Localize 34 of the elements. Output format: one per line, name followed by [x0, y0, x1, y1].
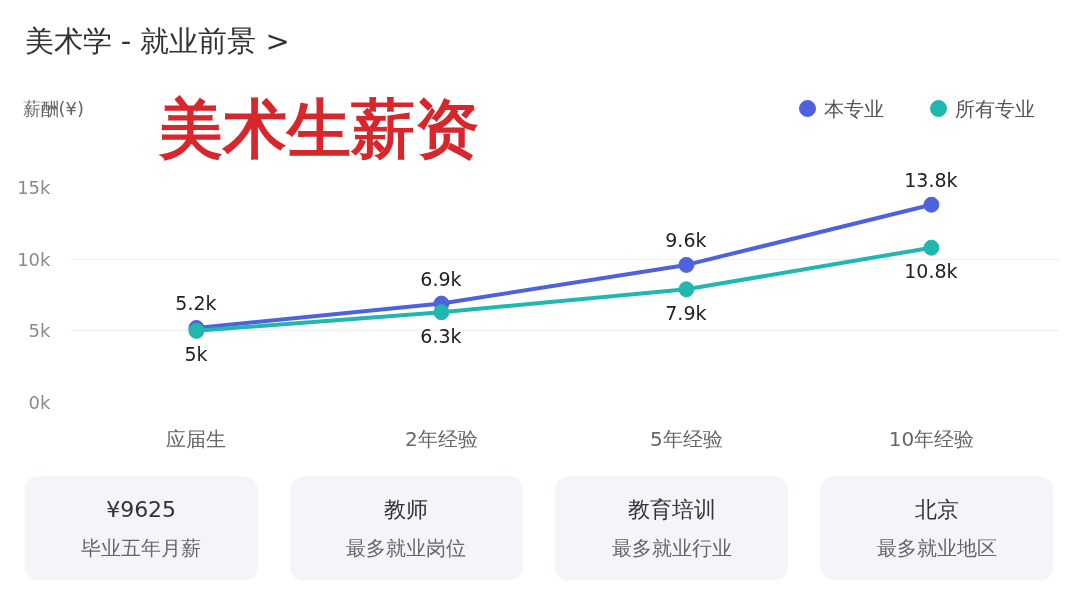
data-label: 5.2k [175, 292, 217, 315]
data-label: 6.9k [420, 268, 462, 291]
text: 北京 [914, 497, 959, 522]
point [923, 196, 940, 213]
point [923, 239, 940, 256]
y-tick-label: 5k [28, 320, 52, 342]
data-label: 6.3k [420, 324, 462, 347]
data-label: 7.9k [665, 301, 707, 324]
y-tick-label: 10k [17, 248, 52, 270]
data-label: 5k [184, 343, 208, 366]
text: 教育培训 [627, 497, 716, 522]
legend-label: 所有专业 [954, 96, 1035, 121]
text: 教师 [384, 497, 429, 522]
point [433, 304, 450, 321]
point [678, 281, 695, 298]
data-label: 9.6k [665, 229, 707, 252]
legend-label: 本专业 [823, 96, 884, 121]
y-tick-label: 15k [17, 177, 52, 198]
text: 最多就业行业 [611, 535, 732, 560]
chart-title: 美术学 - 就业前景 > [24, 23, 290, 58]
text: ¥9625 [106, 497, 177, 522]
data-label: 10.8k [904, 260, 958, 283]
text: 毕业五年月薪 [81, 535, 202, 560]
text: 最多就业地区 [876, 535, 997, 560]
text: 美术生薪资 [157, 91, 479, 166]
x-tick-label: 2年经验 [405, 426, 478, 451]
y-tick-label: 0k [28, 392, 52, 413]
x-tick-label: 5年经验 [650, 426, 723, 451]
x-tick-label: 10年经验 [888, 426, 975, 451]
x-tick-label: 应届生 [166, 426, 227, 451]
y-axis-title: 薪酬(¥) [22, 98, 84, 119]
point [678, 256, 695, 273]
data-label: 13.8k [904, 171, 958, 192]
text: 最多就业岗位 [346, 535, 467, 560]
